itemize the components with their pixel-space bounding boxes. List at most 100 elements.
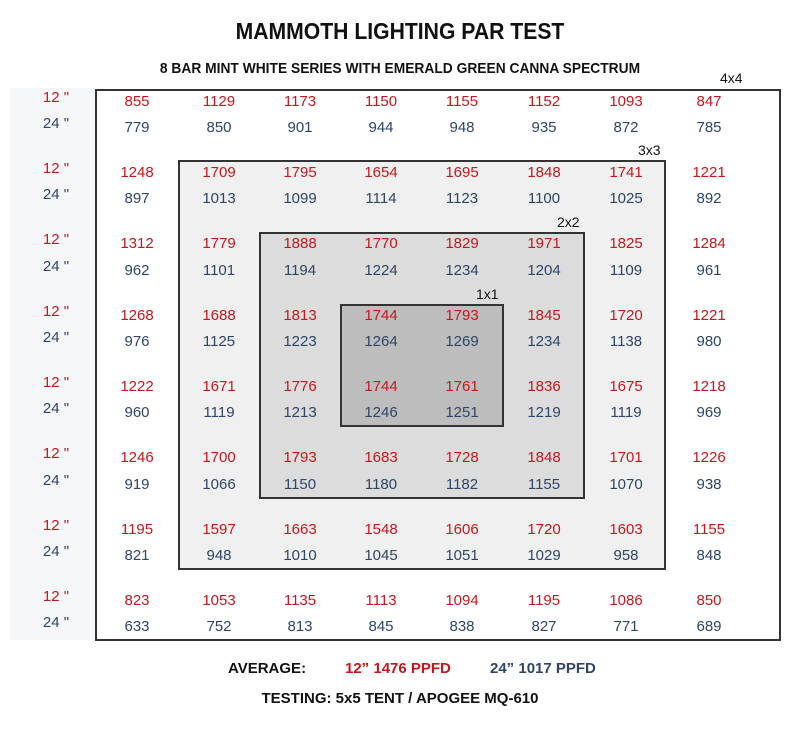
ppfd-24in-cell: 901 <box>287 119 313 136</box>
row-label-24in: 24 " <box>42 329 70 346</box>
ppfd-24in-cell: 1045 <box>364 547 398 564</box>
ppfd-24in-cell: 1070 <box>609 476 643 493</box>
ppfd-24in-cell: 960 <box>124 404 150 421</box>
ppfd-24in-cell: 919 <box>124 476 150 493</box>
ppfd-24in-cell: 845 <box>368 618 394 635</box>
ppfd-24in-cell: 1204 <box>527 262 561 279</box>
ppfd-12in-cell: 1195 <box>120 521 154 538</box>
ppfd-24in-cell: 1125 <box>202 333 236 350</box>
ppfd-12in-cell: 1226 <box>692 449 726 466</box>
region-label-1x1: 1x1 <box>476 286 499 302</box>
ppfd-12in-cell: 1312 <box>120 235 154 252</box>
average-24in: 24” 1017 PPFD <box>490 660 596 677</box>
ppfd-12in-cell: 1770 <box>364 235 398 252</box>
ppfd-24in-cell: 785 <box>696 119 722 136</box>
ppfd-12in-cell: 1825 <box>609 235 643 252</box>
ppfd-12in-cell: 1829 <box>445 235 479 252</box>
ppfd-12in-cell: 1971 <box>527 235 561 252</box>
ppfd-24in-cell: 962 <box>124 262 150 279</box>
ppfd-12in-cell: 1688 <box>202 307 236 324</box>
ppfd-12in-cell: 1603 <box>609 521 643 538</box>
row-label-24in: 24 " <box>42 543 70 560</box>
ppfd-24in-cell: 1269 <box>445 333 479 350</box>
row-label-24in: 24 " <box>42 115 70 132</box>
ppfd-24in-cell: 935 <box>531 119 557 136</box>
ppfd-24in-cell: 948 <box>449 119 475 136</box>
ppfd-12in-cell: 1218 <box>692 378 726 395</box>
ppfd-12in-cell: 1701 <box>609 449 643 466</box>
ppfd-12in-cell: 1793 <box>445 307 479 324</box>
ppfd-24in-cell: 848 <box>696 547 722 564</box>
ppfd-12in-cell: 1700 <box>202 449 236 466</box>
ppfd-12in-cell: 1597 <box>202 521 236 538</box>
ppfd-24in-cell: 948 <box>206 547 232 564</box>
ppfd-24in-cell: 969 <box>696 404 722 421</box>
ppfd-12in-cell: 1836 <box>527 378 561 395</box>
ppfd-24in-cell: 1180 <box>364 476 398 493</box>
ppfd-24in-cell: 1155 <box>527 476 561 493</box>
ppfd-12in-cell: 1155 <box>445 93 479 110</box>
ppfd-24in-cell: 1234 <box>445 262 479 279</box>
ppfd-24in-cell: 961 <box>696 262 722 279</box>
ppfd-12in-cell: 1094 <box>445 592 479 609</box>
ppfd-24in-cell: 813 <box>287 618 313 635</box>
region-label-2x2: 2x2 <box>557 214 580 230</box>
ppfd-24in-cell: 1123 <box>445 190 479 207</box>
ppfd-12in-cell: 1548 <box>364 521 398 538</box>
ppfd-12in-cell: 1086 <box>609 592 643 609</box>
ppfd-12in-cell: 1284 <box>692 235 726 252</box>
ppfd-12in-cell: 1113 <box>365 592 397 609</box>
ppfd-24in-cell: 980 <box>696 333 722 350</box>
average-label: AVERAGE: <box>228 660 307 677</box>
ppfd-24in-cell: 1051 <box>445 547 479 564</box>
ppfd-24in-cell: 1213 <box>283 404 317 421</box>
ppfd-12in-cell: 1741 <box>609 164 643 181</box>
ppfd-24in-cell: 1025 <box>609 190 643 207</box>
ppfd-24in-cell: 1234 <box>527 333 561 350</box>
ppfd-24in-cell: 1219 <box>527 404 561 421</box>
ppfd-24in-cell: 633 <box>124 618 150 635</box>
ppfd-24in-cell: 1099 <box>283 190 317 207</box>
ppfd-12in-cell: 1779 <box>202 235 236 252</box>
ppfd-24in-cell: 897 <box>124 190 150 207</box>
ppfd-12in-cell: 1135 <box>283 592 317 609</box>
ppfd-24in-cell: 1150 <box>283 476 317 493</box>
ppfd-12in-cell: 1728 <box>445 449 479 466</box>
row-label-12in: 12 " <box>42 231 70 248</box>
ppfd-12in-cell: 1720 <box>609 307 643 324</box>
ppfd-12in-cell: 1246 <box>120 449 154 466</box>
row-label-24in: 24 " <box>42 400 70 417</box>
ppfd-12in-cell: 1222 <box>120 378 154 395</box>
ppfd-12in-cell: 823 <box>124 592 150 609</box>
row-label-strip <box>10 88 95 640</box>
ppfd-12in-cell: 855 <box>124 93 150 110</box>
ppfd-24in-cell: 1224 <box>364 262 398 279</box>
ppfd-24in-cell: 771 <box>613 618 639 635</box>
ppfd-12in-cell: 850 <box>696 592 722 609</box>
ppfd-24in-cell: 689 <box>696 618 722 635</box>
ppfd-24in-cell: 827 <box>531 618 557 635</box>
ppfd-24in-cell: 1138 <box>609 333 643 350</box>
ppfd-12in-cell: 1654 <box>364 164 398 181</box>
ppfd-12in-cell: 1720 <box>527 521 561 538</box>
page-subtitle: 8 BAR MINT WHITE SERIES WITH EMERALD GRE… <box>159 60 641 77</box>
ppfd-12in-cell: 1093 <box>609 93 643 110</box>
ppfd-24in-cell: 892 <box>696 190 722 207</box>
ppfd-12in-cell: 1888 <box>283 235 317 252</box>
ppfd-12in-cell: 1675 <box>609 378 643 395</box>
ppfd-24in-cell: 944 <box>368 119 394 136</box>
ppfd-12in-cell: 1150 <box>364 93 398 110</box>
ppfd-24in-cell: 1013 <box>202 190 236 207</box>
ppfd-12in-cell: 1683 <box>364 449 398 466</box>
row-label-12in: 12 " <box>42 588 70 605</box>
ppfd-24in-cell: 1194 <box>283 262 317 279</box>
region-label-4x4: 4x4 <box>720 70 743 86</box>
ppfd-24in-cell: 1119 <box>203 404 235 421</box>
average-12in: 12” 1476 PPFD <box>345 660 451 677</box>
ppfd-12in-cell: 1795 <box>283 164 317 181</box>
ppfd-12in-cell: 1221 <box>692 307 726 324</box>
ppfd-24in-cell: 1100 <box>527 190 561 207</box>
ppfd-24in-cell: 1010 <box>283 547 317 564</box>
ppfd-12in-cell: 847 <box>696 93 722 110</box>
ppfd-12in-cell: 1744 <box>364 378 398 395</box>
